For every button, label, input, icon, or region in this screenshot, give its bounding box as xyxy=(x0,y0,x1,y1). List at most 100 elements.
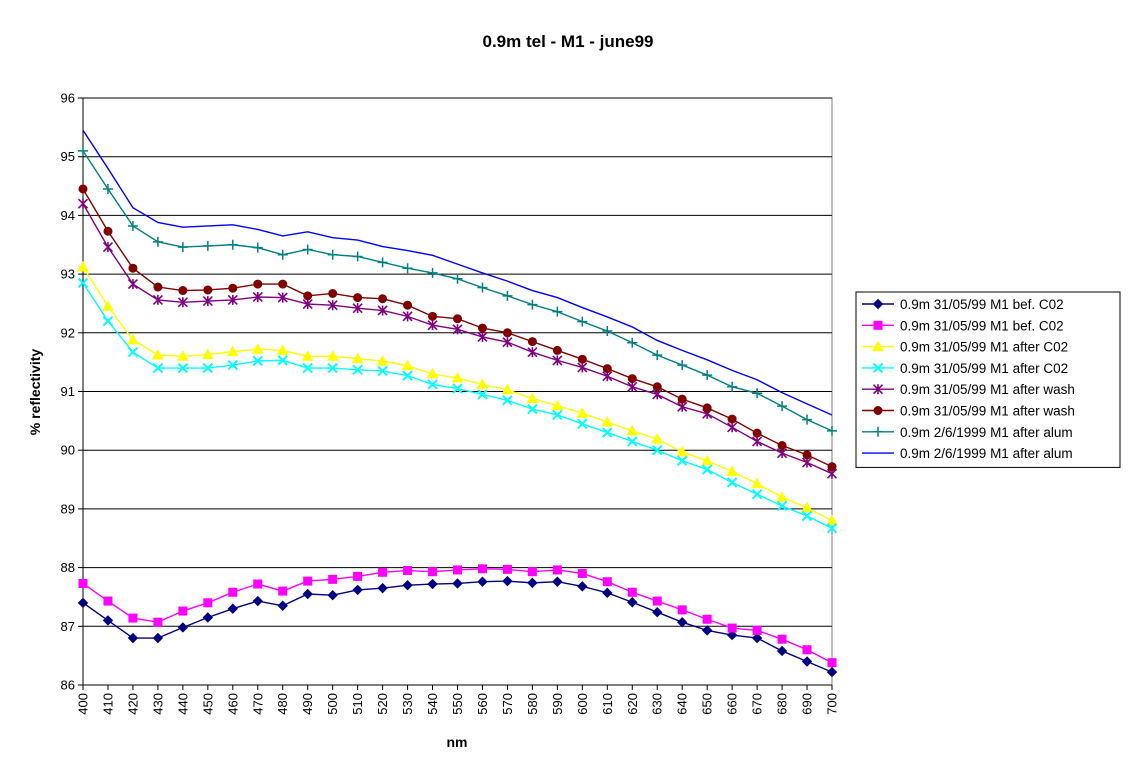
data-point xyxy=(228,283,238,293)
x-tick-label: 560 xyxy=(475,693,490,715)
data-point xyxy=(77,277,89,289)
x-tick-label: 650 xyxy=(700,693,715,715)
data-point xyxy=(652,444,663,456)
data-point xyxy=(602,364,612,374)
legend-label: 0.9m 31/05/99 M1 bef. C02 xyxy=(900,297,1064,312)
legend-label: 0.9m 31/05/99 M1 bef. C02 xyxy=(900,318,1064,333)
x-tick-label: 640 xyxy=(675,693,690,715)
data-point xyxy=(303,291,313,301)
legend-item: 0.9m 31/05/99 M1 bef. C02 xyxy=(862,297,1064,312)
data-point xyxy=(226,345,239,357)
data-point xyxy=(652,350,663,361)
data-point xyxy=(552,355,563,366)
data-point xyxy=(402,263,413,274)
x-tick-label: 550 xyxy=(450,693,465,715)
data-point xyxy=(702,370,713,381)
data-point xyxy=(751,632,763,644)
data-point xyxy=(77,198,89,209)
data-point xyxy=(726,465,738,476)
data-point xyxy=(327,589,338,601)
y-tick-label: 93 xyxy=(61,267,75,282)
x-tick-label: 570 xyxy=(500,693,515,715)
data-point xyxy=(502,575,513,587)
legend-item: 0.9m 2/6/1999 M1 after alum xyxy=(862,446,1073,461)
x-tick-label: 430 xyxy=(150,693,165,715)
x-tick-label: 660 xyxy=(725,693,740,715)
x-tick-label: 670 xyxy=(750,693,765,715)
data-point xyxy=(177,242,188,253)
data-point xyxy=(377,305,388,316)
data-point xyxy=(577,316,588,327)
data-point xyxy=(752,428,762,438)
x-tick-label: 600 xyxy=(575,693,590,715)
data-point xyxy=(552,345,562,355)
x-tick-label: 520 xyxy=(375,693,390,715)
data-point xyxy=(602,577,612,587)
data-point xyxy=(727,623,737,633)
data-point xyxy=(577,418,588,429)
x-tick-label: 470 xyxy=(250,693,265,715)
series-6 xyxy=(78,184,837,472)
data-point xyxy=(351,352,364,364)
series-5 xyxy=(77,198,838,479)
data-point xyxy=(251,343,264,354)
legend-item: 0.9m 31/05/99 M1 after wash xyxy=(862,382,1075,397)
data-point xyxy=(452,383,463,394)
data-point xyxy=(277,355,288,366)
data-point xyxy=(873,406,883,415)
x-tick-label: 500 xyxy=(325,693,340,715)
legend-label: 0.9m 2/6/1999 M1 after alum xyxy=(900,425,1073,440)
data-point xyxy=(801,501,813,513)
data-point xyxy=(328,574,338,584)
data-point xyxy=(527,577,538,589)
data-point xyxy=(872,298,884,310)
data-point xyxy=(502,395,513,406)
data-point xyxy=(626,424,639,436)
data-point xyxy=(402,311,413,322)
data-point xyxy=(477,576,488,587)
data-point xyxy=(652,607,663,618)
data-point xyxy=(873,320,883,330)
data-point xyxy=(78,578,88,588)
data-point xyxy=(127,632,139,644)
data-point xyxy=(501,383,514,395)
data-point xyxy=(253,579,263,589)
data-point xyxy=(751,477,763,489)
data-point xyxy=(577,568,587,578)
data-point xyxy=(428,311,438,321)
data-point xyxy=(453,314,462,324)
data-point xyxy=(278,586,288,596)
chart-title: 0.9m tel - M1 - june99 xyxy=(483,32,654,51)
data-point xyxy=(227,294,238,305)
y-axis-label: % reflectivity xyxy=(27,349,43,436)
data-point xyxy=(872,362,884,374)
data-point xyxy=(227,359,239,371)
x-tick-label: 580 xyxy=(525,693,540,715)
data-point xyxy=(802,645,812,655)
data-point xyxy=(477,331,488,342)
data-point xyxy=(403,300,413,310)
x-tick-label: 540 xyxy=(425,693,440,715)
plot-area xyxy=(82,97,833,686)
data-point xyxy=(826,514,838,526)
series-8 xyxy=(82,129,833,416)
data-point xyxy=(576,407,589,418)
x-tick-label: 490 xyxy=(300,693,315,715)
data-point xyxy=(502,290,513,301)
data-point xyxy=(277,292,288,303)
data-point xyxy=(152,362,164,374)
data-point xyxy=(801,510,813,522)
data-point xyxy=(676,616,688,628)
data-point xyxy=(727,414,737,424)
legend-item: 0.9m 31/05/99 M1 after C02 xyxy=(862,340,1068,355)
y-axis-ticks: 86 87 88 89 90 91 92 93 94 95 96 xyxy=(61,91,83,693)
data-point xyxy=(526,392,539,404)
x-tick-label: 700 xyxy=(825,693,840,715)
series-4 xyxy=(77,277,838,534)
data-point xyxy=(78,184,88,194)
data-point xyxy=(477,282,488,293)
data-point xyxy=(127,220,138,231)
data-point xyxy=(676,445,689,457)
data-point xyxy=(677,605,687,615)
y-tick-label: 95 xyxy=(61,149,75,164)
